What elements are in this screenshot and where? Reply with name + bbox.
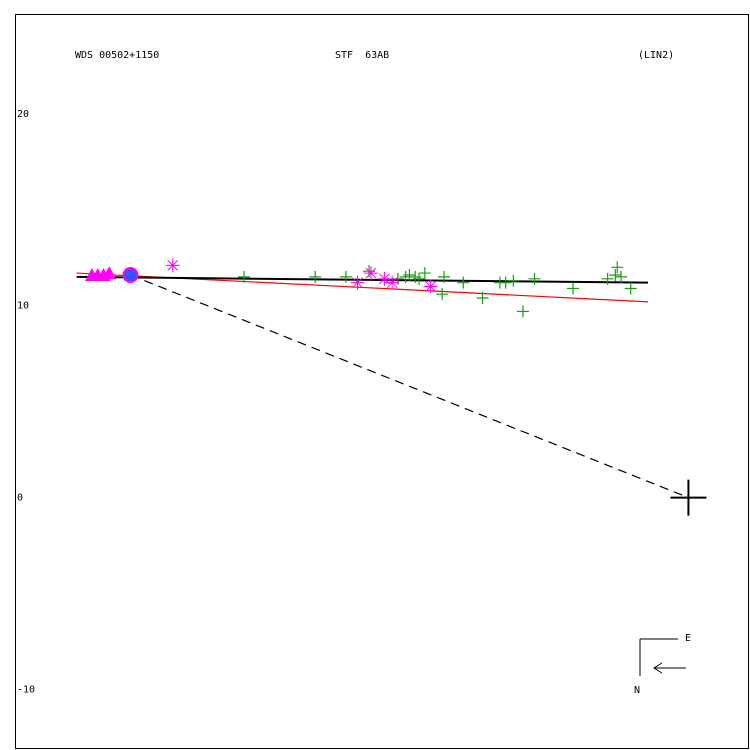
point-plus: [609, 268, 622, 281]
point-asterisk: [423, 279, 438, 294]
point-plus: [499, 276, 512, 289]
point-plus: [413, 272, 426, 285]
point-plus: [436, 288, 449, 301]
point-plus: [237, 270, 250, 283]
point-plus: [476, 292, 489, 305]
y-tick-label: -10: [17, 685, 35, 696]
plot-frame: [15, 14, 749, 749]
header-left: WDS 00502+1150: [75, 50, 159, 61]
compass-n: N: [634, 685, 640, 696]
point-asterisk: [350, 275, 365, 290]
compass-arrow: [653, 662, 663, 674]
point-plus: [457, 276, 470, 289]
point-plus: [566, 282, 579, 295]
point-plus: [309, 270, 322, 283]
point-asterisk: [363, 266, 378, 281]
fit-line: [130, 274, 689, 499]
header-title: STF 63AB: [335, 50, 389, 61]
point-plus: [624, 282, 637, 295]
point-asterisk: [165, 258, 180, 273]
point-plus: [438, 270, 451, 283]
compass: [639, 638, 686, 676]
fit-line: [76, 275, 649, 284]
compass-e: E: [685, 633, 691, 644]
point-plus: [507, 274, 520, 287]
point-plus: [528, 272, 541, 285]
header-right: (LIN2): [638, 50, 674, 61]
point-plus: [403, 268, 416, 281]
point-plus: [615, 270, 628, 283]
y-tick-label: 20: [17, 109, 29, 120]
origin-marker: [670, 479, 707, 516]
y-tick-label: 0: [17, 493, 23, 504]
point-asterisk: [377, 271, 392, 286]
point-plus: [516, 305, 529, 318]
point-plus: [339, 270, 352, 283]
point-circle: [122, 266, 139, 283]
point-plus: [601, 272, 614, 285]
point-asterisk: [385, 275, 400, 290]
point-plus: [611, 261, 624, 274]
y-tick-label: 10: [17, 301, 29, 312]
point-triangle: [102, 266, 117, 280]
point-plus: [418, 267, 431, 280]
